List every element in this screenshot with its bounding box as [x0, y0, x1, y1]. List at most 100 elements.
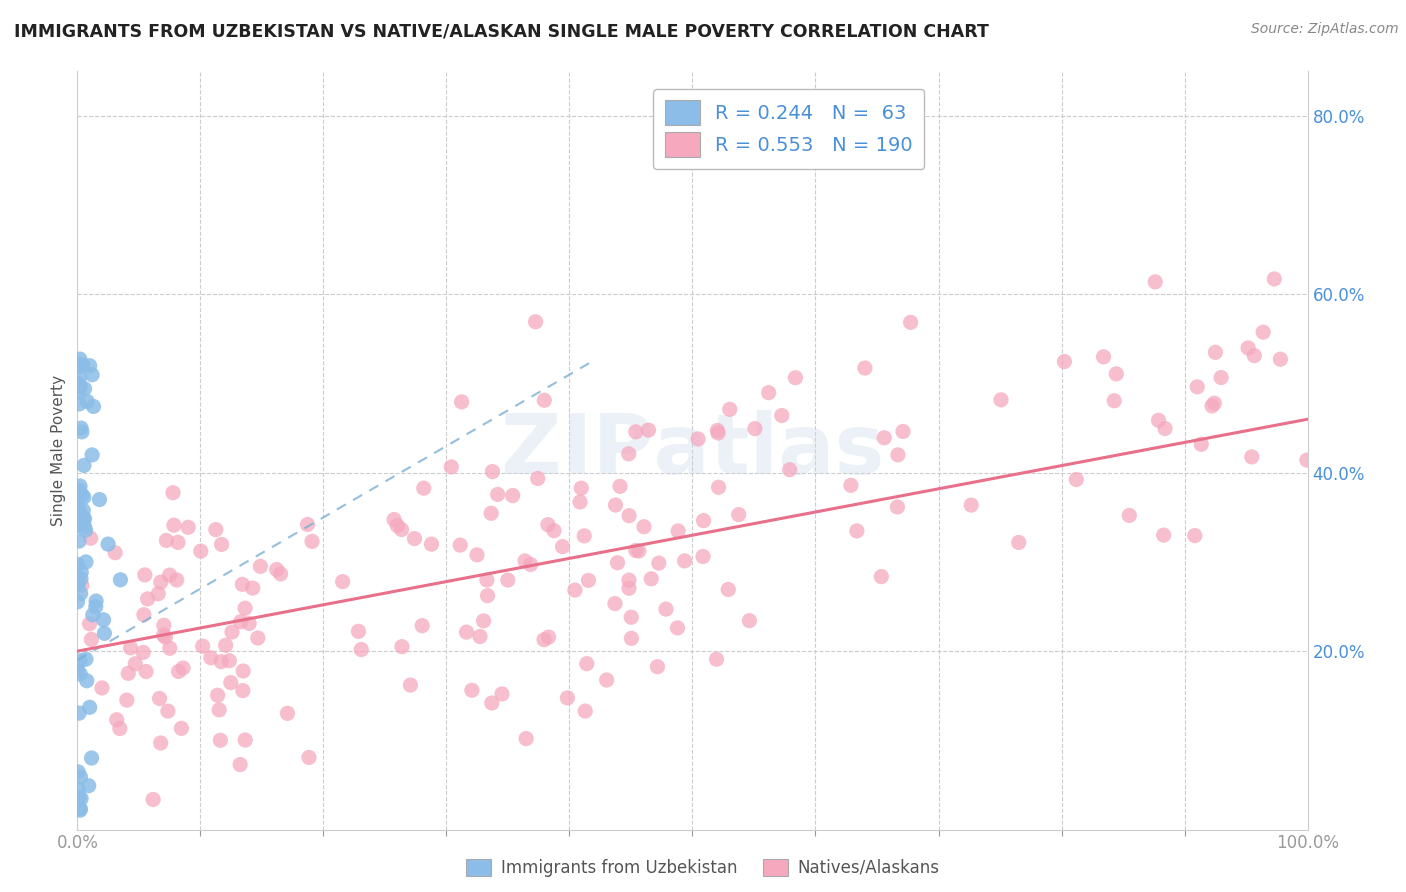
Point [69, 586, 91, 600]
Point [887, 448, 910, 462]
Point [666, 524, 689, 538]
Point [391, 640, 413, 654]
Point [543, 524, 565, 538]
Point [1092, 350, 1115, 364]
Point [574, 529, 596, 543]
Point [513, 554, 536, 568]
Point [75, 524, 97, 538]
Point [110, 573, 132, 587]
Point [72, 358, 94, 372]
Point [73, 382, 96, 396]
Point [120, 640, 142, 655]
Point [648, 556, 671, 570]
Point [67, 578, 90, 592]
Point [70, 791, 93, 805]
Point [870, 569, 893, 583]
Point [66, 500, 89, 515]
Point [231, 577, 253, 591]
Point [191, 639, 214, 653]
Point [420, 537, 443, 551]
Point [627, 544, 650, 558]
Point [873, 431, 896, 445]
Point [170, 722, 193, 736]
Point [124, 657, 146, 671]
Point [266, 563, 288, 577]
Point [66, 663, 89, 677]
Point [276, 706, 298, 721]
Point [70, 566, 93, 580]
Point [574, 704, 596, 718]
Point [69, 379, 91, 393]
Point [270, 566, 292, 581]
Point [1102, 393, 1125, 408]
Point [770, 409, 793, 423]
Point [758, 385, 780, 400]
Point [481, 696, 503, 710]
Point [569, 495, 592, 509]
Legend: Immigrants from Uzbekistan, Natives/Alaskans: Immigrants from Uzbekistan, Natives/Alas… [460, 852, 946, 884]
Point [624, 543, 647, 558]
Point [738, 614, 761, 628]
Point [72, 503, 94, 517]
Point [1263, 272, 1285, 286]
Point [218, 654, 240, 668]
Point [387, 518, 409, 533]
Point [69, 802, 91, 816]
Point [149, 736, 172, 750]
Point [1184, 528, 1206, 542]
Point [221, 625, 243, 640]
Point [166, 573, 188, 587]
Point [537, 517, 560, 532]
Point [461, 683, 484, 698]
Point [148, 691, 170, 706]
Point [117, 666, 139, 681]
Point [853, 361, 876, 376]
Point [524, 315, 547, 329]
Point [76, 394, 98, 409]
Point [200, 650, 222, 665]
Point [67, 357, 90, 371]
Point [67, 764, 90, 779]
Point [67, 518, 90, 533]
Point [1204, 345, 1226, 359]
Point [134, 568, 156, 582]
Point [72, 510, 94, 524]
Point [79, 700, 101, 714]
Point [1201, 399, 1223, 413]
Point [1189, 437, 1212, 451]
Point [142, 792, 165, 806]
Point [97, 537, 120, 551]
Point [382, 512, 405, 526]
Point [66, 501, 89, 516]
Point [70, 488, 93, 502]
Point [1008, 535, 1031, 549]
Point [1105, 367, 1128, 381]
Point [162, 485, 184, 500]
Point [115, 693, 138, 707]
Text: ZIP​atlas: ZIP​atlas [501, 410, 884, 491]
Point [1154, 421, 1177, 435]
Point [1243, 349, 1265, 363]
Point [167, 535, 190, 549]
Point [149, 575, 172, 590]
Point [93, 613, 115, 627]
Point [93, 626, 115, 640]
Point [73, 519, 96, 533]
Point [84, 594, 107, 608]
Point [692, 549, 714, 564]
Point [67, 504, 90, 518]
Point [891, 425, 914, 439]
Point [82, 368, 104, 382]
Point [1064, 473, 1087, 487]
Point [69, 770, 91, 784]
Point [67, 789, 90, 804]
Point [564, 583, 586, 598]
Point [73, 490, 96, 504]
Point [456, 625, 478, 640]
Point [156, 704, 179, 718]
Point [519, 558, 541, 572]
Point [80, 751, 103, 765]
Point [491, 687, 513, 701]
Point [89, 492, 111, 507]
Point [70, 572, 93, 586]
